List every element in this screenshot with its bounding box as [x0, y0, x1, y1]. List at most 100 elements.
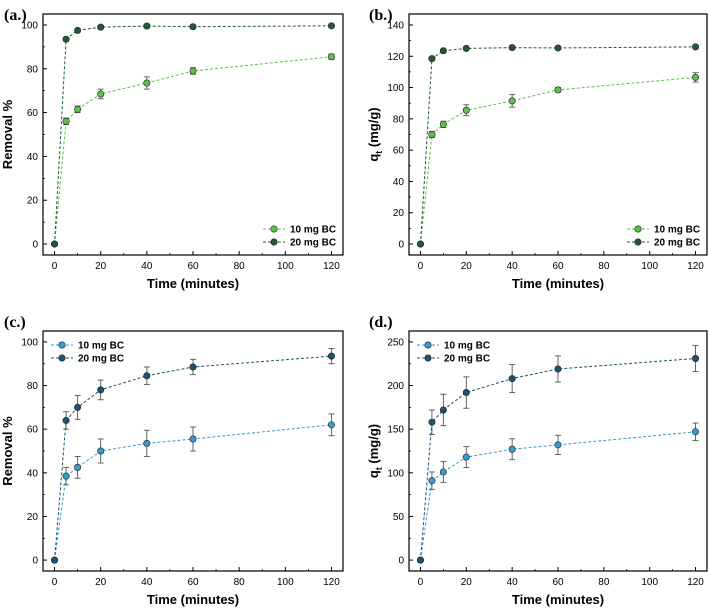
x-tick-label: 120: [687, 577, 704, 588]
x-tick-label: 20: [95, 577, 107, 588]
data-point: [554, 365, 562, 373]
legend-label: 10 mg BC: [78, 341, 124, 352]
legend-marker: [270, 238, 278, 246]
data-point: [508, 97, 516, 105]
chart-panel-3: (c.) 0 20 40 60 80 100 120 0 20 40 60 80 100 Time (min…: [0, 314, 344, 607]
data-point: [554, 441, 562, 449]
legend: 10 mg BC 20 mg BC: [627, 225, 700, 249]
data-point: [74, 463, 82, 471]
data-point: [74, 26, 82, 34]
legend-label: 10 mg BC: [444, 341, 490, 352]
y-tick-label: 140: [387, 20, 404, 31]
data-point: [51, 240, 59, 248]
y-axis-label: qt (mg/g): [366, 424, 384, 478]
data-point: [416, 240, 424, 248]
series-2: [51, 22, 335, 248]
y-tick-label: 120: [387, 52, 404, 63]
x-tick-label: 40: [507, 577, 519, 588]
series-line: [54, 25, 332, 245]
y-tick-label: 100: [21, 20, 38, 31]
chart-panel-1: (a.) 0 20 40 60 80 100 120 0 20 40 60 80 100 Time (min…: [0, 7, 344, 291]
data-point: [439, 120, 447, 128]
data-point: [189, 67, 197, 75]
series-line: [54, 56, 332, 245]
data-point: [428, 131, 436, 139]
x-tick-label: 40: [507, 261, 519, 272]
data-point: [462, 453, 470, 461]
legend: 10 mg BC 20 mg BC: [417, 341, 490, 365]
y-axis-label: Removal %: [0, 416, 15, 486]
data-point: [327, 421, 335, 429]
data-point: [143, 22, 151, 30]
y-tick-label: 60: [27, 108, 39, 119]
data-point: [143, 439, 151, 447]
x-tick-label: 80: [598, 577, 610, 588]
data-point: [428, 55, 436, 63]
legend-marker: [270, 225, 278, 233]
data-point: [428, 418, 436, 426]
y-tick-label: 200: [387, 381, 404, 392]
x-tick-label: 120: [687, 261, 704, 272]
series-1: [51, 413, 335, 564]
y-tick-label: 40: [27, 152, 39, 163]
x-tick-label: 120: [323, 261, 340, 272]
data-point: [189, 23, 197, 31]
y-tick-label: 250: [387, 337, 404, 348]
x-tick-label: 100: [641, 577, 658, 588]
x-tick-label: 60: [552, 577, 564, 588]
data-point: [692, 73, 700, 81]
data-point: [692, 43, 700, 51]
x-axis-label: Time (minutes): [512, 592, 604, 607]
y-axis-label: qt (mg/g): [366, 107, 384, 161]
y-tick-label: 0: [398, 556, 404, 567]
chart-panel-4: (d.) 0 20 40 60 80 100 120 0 50 100 150 200 250 Time (…: [366, 314, 708, 607]
x-tick-label: 80: [598, 261, 610, 272]
data-point: [51, 556, 59, 564]
y-tick-label: 20: [27, 196, 39, 207]
x-tick-label: 100: [277, 577, 294, 588]
x-tick-label: 0: [52, 577, 58, 588]
data-point: [189, 363, 197, 371]
data-point: [97, 23, 105, 31]
y-tick-label: 40: [27, 468, 39, 479]
data-point: [97, 90, 105, 98]
data-point: [462, 106, 470, 114]
y-tick-label: 50: [393, 512, 405, 523]
data-point: [189, 435, 197, 443]
data-point: [143, 372, 151, 380]
y-tick-label: 100: [387, 83, 404, 94]
legend-marker: [58, 354, 66, 362]
x-axis-label: Time (minutes): [512, 276, 604, 291]
y-tick-label: 80: [393, 114, 405, 125]
plot-frame: [42, 13, 344, 256]
x-tick-label: 80: [234, 261, 246, 272]
data-point: [62, 117, 70, 125]
x-tick-label: 60: [552, 261, 564, 272]
x-tick-label: 20: [461, 261, 473, 272]
data-point: [554, 44, 562, 52]
series-line: [419, 76, 696, 245]
y-tick-label: 0: [398, 240, 404, 251]
x-tick-label: 0: [52, 261, 58, 272]
x-tick-label: 120: [323, 577, 340, 588]
y-tick-label: 80: [27, 64, 39, 75]
data-point: [62, 35, 70, 43]
legend-marker: [424, 341, 432, 349]
series-1: [416, 422, 700, 564]
y-tick-label: 60: [393, 146, 405, 157]
series-2: [51, 348, 335, 564]
x-tick-label: 0: [418, 261, 424, 272]
x-tick-label: 60: [187, 577, 199, 588]
y-tick-label: 20: [27, 512, 39, 523]
x-tick-label: 40: [141, 577, 153, 588]
chart-panel-2: (b.) 0 20 40 60 80 100 120 0 20 40 60 80 100 120 140 Tim…: [366, 7, 708, 291]
data-point: [692, 354, 700, 362]
legend-marker: [424, 354, 432, 362]
data-point: [62, 472, 70, 480]
y-tick-label: 40: [393, 177, 405, 188]
x-axis-label: Time (minutes): [147, 276, 239, 291]
y-tick-label: 100: [387, 468, 404, 479]
data-point: [143, 79, 151, 87]
x-tick-label: 0: [418, 577, 424, 588]
panel-label: (b.): [369, 7, 393, 24]
